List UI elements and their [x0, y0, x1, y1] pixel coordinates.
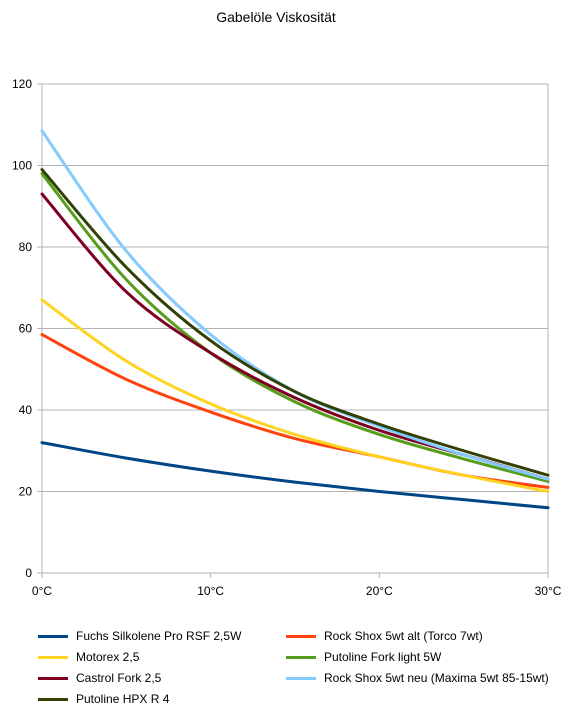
series-lines [40, 129, 550, 510]
legend-label: Castrol Fork 2,5 [76, 671, 162, 685]
x-tick-label: 30°C [535, 584, 562, 598]
legend-item: Rock Shox 5wt alt (Torco 7wt) [286, 628, 566, 644]
x-tick-label: 10°C [197, 584, 224, 598]
x-tick-label: 0°C [32, 584, 52, 598]
legend-label: Rock Shox 5wt alt (Torco 7wt) [324, 629, 483, 643]
series-line-5 [40, 192, 550, 481]
grid-lines [41, 83, 549, 574]
legend-item: Putoline Fork light 5W [286, 649, 566, 665]
legend-swatch [38, 634, 68, 638]
legend-label: Putoline HPX R 4 [76, 692, 170, 706]
viscosity-line-chart: Gabelöle Viskosität 0 20 40 60 80 100 120 0°C 1… [12, 9, 562, 598]
legend-swatch [286, 655, 316, 659]
series-line-2 [40, 333, 550, 489]
x-axis-ticks: 0°C 10°C 20°C 30°C [32, 573, 562, 598]
legend-swatch [38, 676, 68, 680]
y-axis-ticks: 0 20 40 60 80 100 120 [12, 77, 42, 580]
series-line-1 [40, 441, 550, 510]
legend-label: Motorex 2,5 [76, 650, 140, 664]
legend-item: Rock Shox 5wt neu (Maxima 5wt 85-15wt) [286, 670, 566, 686]
series-line-3 [40, 298, 550, 493]
y-tick-label: 60 [19, 322, 33, 336]
legend-label: Rock Shox 5wt neu (Maxima 5wt 85-15wt) [324, 671, 549, 685]
series-line-4 [40, 172, 550, 483]
legend-label: Fuchs Silkolene Pro RSF 2,5W [76, 629, 242, 643]
legend-item: Castrol Fork 2,5 [38, 670, 286, 686]
chart-title: Gabelöle Viskosität [216, 9, 336, 25]
legend-swatch [286, 676, 316, 680]
series-line-6 [40, 129, 550, 481]
legend-swatch [286, 634, 316, 638]
x-tick-label: 20°C [366, 584, 393, 598]
series-line-7 [40, 168, 550, 477]
legend-swatch [38, 655, 68, 659]
legend-item: Fuchs Silkolene Pro RSF 2,5W [38, 628, 286, 644]
legend-swatch [38, 697, 68, 701]
legend-item: Motorex 2,5 [38, 649, 286, 665]
y-tick-label: 40 [19, 403, 33, 417]
y-tick-label: 120 [12, 77, 32, 91]
y-tick-label: 80 [19, 240, 33, 254]
y-tick-label: 100 [12, 159, 32, 173]
y-tick-label: 0 [25, 566, 32, 580]
legend-label: Putoline Fork light 5W [324, 650, 442, 664]
y-tick-label: 20 [19, 485, 33, 499]
legend: Fuchs Silkolene Pro RSF 2,5W Rock Shox 5w… [38, 628, 578, 707]
legend-item: Putoline HPX R 4 [38, 691, 286, 707]
